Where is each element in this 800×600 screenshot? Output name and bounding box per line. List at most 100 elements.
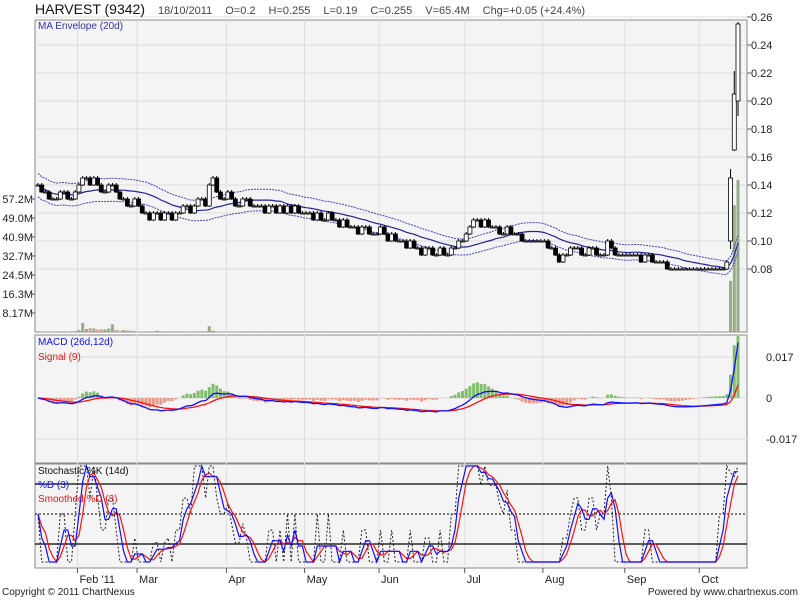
volume-bar <box>114 329 118 332</box>
macd-histogram-bar <box>717 396 721 398</box>
macd-histogram-bar <box>650 398 654 399</box>
macd-histogram-bar <box>576 398 580 399</box>
macd-histogram-bar <box>282 398 286 402</box>
macd-line <box>37 342 739 413</box>
candle-body <box>463 233 469 242</box>
candle-body <box>720 268 726 271</box>
macd-histogram-bar <box>434 398 438 400</box>
candle-body <box>422 247 428 256</box>
candle-body <box>162 212 167 221</box>
macd-histogram-bar <box>736 336 740 398</box>
month-label: Feb '11 <box>79 574 115 586</box>
macd-histogram-bar <box>405 398 409 401</box>
volume-bar <box>110 324 114 332</box>
candle-body <box>594 247 599 256</box>
candle-body <box>366 226 372 235</box>
header-date: 18/10/2011 <box>157 5 213 17</box>
candle-body <box>411 240 417 249</box>
candle-body <box>72 191 78 200</box>
volume-tick-label: 8.17M <box>2 308 33 320</box>
powered-by-link[interactable]: Powered by www.chartnexus.com <box>647 587 798 598</box>
volume-bar <box>200 331 204 332</box>
macd-histogram-bar <box>77 396 81 398</box>
macd-histogram-bar <box>464 388 468 398</box>
macd-histogram-bar <box>513 398 517 399</box>
macd-histogram-bar <box>151 398 155 406</box>
volume-bar <box>62 331 66 332</box>
macd-histogram-bar <box>591 396 595 398</box>
quote-header: HARVEST (9342) 18/10/2011 O=0.2 H=0.255 … <box>35 1 585 17</box>
month-label: Mar <box>139 574 158 586</box>
macd-histogram-bar <box>665 398 669 401</box>
macd-histogram-bar <box>676 398 680 402</box>
month-label: Jun <box>381 574 399 586</box>
volume-bar <box>84 328 88 332</box>
candle-body <box>214 177 220 193</box>
macd-histogram-bar <box>252 398 256 401</box>
candle-body <box>46 191 52 200</box>
price-tick-label: 0.12 <box>751 208 772 220</box>
volume-bar <box>88 328 92 332</box>
macd-histogram-bar <box>58 398 62 402</box>
macd-histogram-bar <box>606 394 610 398</box>
volume-bar <box>118 330 122 332</box>
candle-body <box>139 205 145 214</box>
candle-body <box>456 240 462 249</box>
macd-histogram-bar <box>527 398 531 404</box>
macd-histogram-bar <box>487 386 491 398</box>
candle-body <box>177 212 182 215</box>
macd-histogram-bar <box>475 382 479 398</box>
volume-tick-label: 16.3M <box>2 289 33 301</box>
macd-histogram-bar <box>412 398 416 401</box>
candle-body <box>54 198 60 201</box>
volume-bar <box>125 330 129 332</box>
candle-body <box>57 191 63 200</box>
candle-body <box>497 226 503 235</box>
candle-body <box>568 247 573 256</box>
candle-body <box>266 205 272 214</box>
macd-histogram-bar <box>285 398 289 400</box>
volume-tick-label: 57.2M <box>2 194 33 206</box>
candle-body <box>76 184 82 193</box>
volume-bar <box>81 322 85 332</box>
macd-histogram-bar <box>401 398 405 400</box>
month-label: Apr <box>228 574 245 586</box>
header-low: L=0.19 <box>323 5 358 17</box>
macd-histogram-bar <box>393 398 397 400</box>
macd-histogram-bar <box>691 398 695 399</box>
macd-histogram-bar <box>215 385 219 398</box>
candle-body <box>724 261 730 270</box>
candle-body <box>728 177 733 242</box>
candle-body <box>65 191 71 200</box>
macd-histogram-bar <box>706 396 710 398</box>
candle-body <box>649 254 655 263</box>
macd-histogram-bar <box>81 393 85 398</box>
macd-histogram-bar <box>51 398 55 404</box>
price-tick-label: 0.22 <box>751 68 772 80</box>
candle-body <box>180 205 186 214</box>
macd-histogram-bar <box>315 398 319 400</box>
candle-body <box>374 233 380 236</box>
macd-histogram-bar <box>386 398 390 400</box>
macd-histogram-bar <box>163 398 167 403</box>
macd-histogram-bar <box>66 398 70 402</box>
macd-histogram-bar <box>345 398 349 401</box>
volume-bar <box>736 179 740 332</box>
candle-body <box>501 233 506 236</box>
macd-histogram-bar <box>617 396 621 398</box>
macd-histogram-bar <box>211 383 215 398</box>
macd-histogram-bar <box>427 398 431 400</box>
macd-histogram-bar <box>237 398 241 399</box>
candle-body <box>519 233 525 242</box>
macd-histogram-bar <box>349 398 353 401</box>
macd-histogram-bar <box>583 398 587 400</box>
macd-histogram-bar <box>680 398 684 401</box>
candle-body <box>612 247 618 256</box>
candle-body <box>124 198 130 207</box>
macd-histogram-bar <box>326 398 330 400</box>
macd-histogram-bar <box>92 391 96 398</box>
volume-bar <box>729 280 733 332</box>
macd-histogram-bar <box>568 398 572 403</box>
candle-body <box>39 184 45 193</box>
macd-tick-label: 0 <box>766 393 772 405</box>
